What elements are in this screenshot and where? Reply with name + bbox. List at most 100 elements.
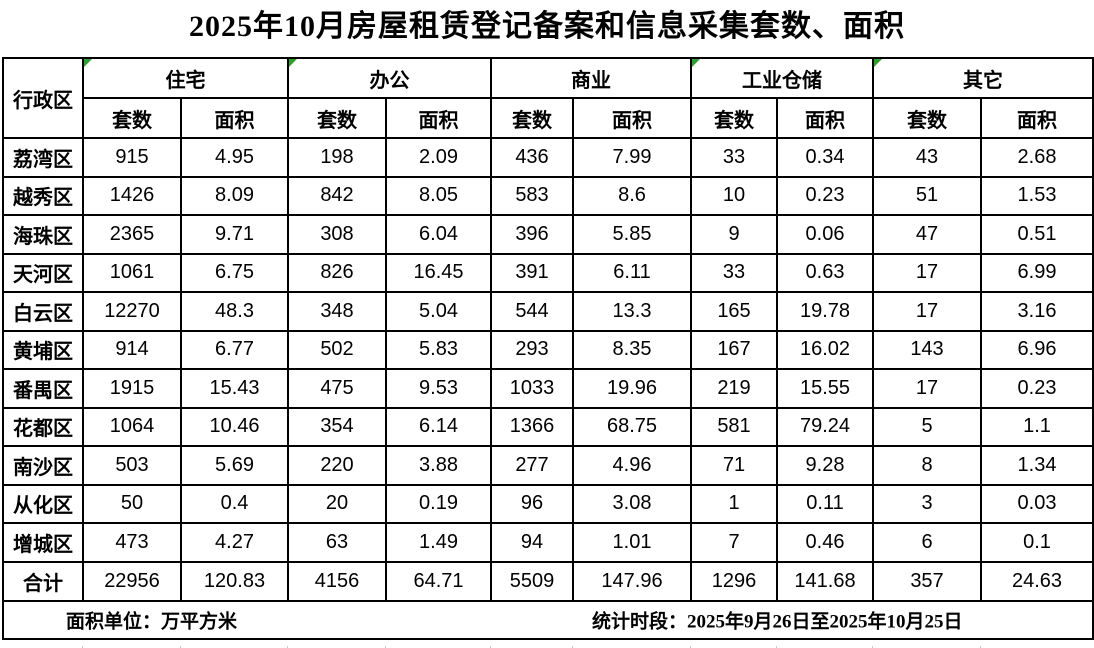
group-header-label: 商业: [571, 69, 611, 92]
cell-flag-icon: [290, 60, 297, 67]
data-cell: 0.46: [776, 522, 874, 563]
data-cell: 9.71: [180, 214, 289, 255]
data-cell: 167: [690, 329, 778, 370]
data-cell: 120.83: [180, 560, 289, 602]
data-cell: 0.34: [776, 137, 874, 178]
data-cell: 13.3: [572, 291, 692, 332]
data-cell: 7: [690, 522, 778, 563]
data-cell: 7.99: [572, 137, 692, 178]
cell-flag-icon: [875, 60, 882, 67]
group-header-office: 办公: [287, 57, 492, 99]
district-cell: 黄埔区: [2, 329, 84, 370]
data-cell: 220: [287, 445, 387, 486]
data-cell: 826: [287, 252, 387, 293]
data-cell: 6.04: [385, 214, 492, 255]
subheader-area: 面积: [180, 97, 289, 139]
district-cell: 天河区: [2, 252, 84, 293]
total-label-cell: 合计: [2, 560, 84, 602]
data-cell: 147.96: [572, 560, 692, 602]
data-cell: 15.55: [776, 368, 874, 409]
data-cell: 2.68: [980, 137, 1094, 178]
data-cell: 0.1: [980, 522, 1094, 563]
data-cell: 6.14: [385, 406, 492, 447]
data-cell: 15.43: [180, 368, 289, 409]
district-cell: 番禺区: [2, 368, 84, 409]
data-cell: 1366: [490, 406, 574, 447]
table-row: 天河区 1061 6.75 826 16.45 391 6.11 33 0.63 17 6.99: [2, 252, 1094, 293]
data-cell: 63: [287, 522, 387, 563]
group-header-industrial: 工业仓储: [690, 57, 874, 99]
data-cell: 64.71: [385, 560, 492, 602]
data-cell: 1061: [82, 252, 182, 293]
footer-notes-cell: 面积单位：万平方米 统计时段：2025年9月26日至2025年10月25日: [2, 599, 1094, 640]
table-row: 黄埔区 914 6.77 502 5.83 293 8.35 167 16.02 143 6.96: [2, 329, 1094, 370]
data-cell: 391: [490, 252, 574, 293]
data-cell: 9.28: [776, 445, 874, 486]
data-cell: 842: [287, 175, 387, 216]
data-cell: 5.69: [180, 445, 289, 486]
data-cell: 0.63: [776, 252, 874, 293]
district-cell: 增城区: [2, 522, 84, 563]
data-cell: 436: [490, 137, 574, 178]
data-cell: 71: [690, 445, 778, 486]
total-row: 合计 22956 120.83 4156 64.71 5509 147.96 1296 141.…: [2, 560, 1094, 602]
table-row: 白云区 12270 48.3 348 5.04 544 13.3 165 19.78 17 3.16: [2, 291, 1094, 332]
data-cell: 473: [82, 522, 182, 563]
data-cell: 9: [690, 214, 778, 255]
spreadsheet-page: 2025年10月房屋租赁登记备案和信息采集套数、面积 行政区 住宅 办公 商业 …: [0, 7, 1094, 648]
data-cell: 68.75: [572, 406, 692, 447]
table-row: 番禺区 1915 15.43 475 9.53 1033 19.96 219 15.55 17 0.…: [2, 368, 1094, 409]
data-cell: 8: [872, 445, 982, 486]
data-cell: 16.02: [776, 329, 874, 370]
data-cell: 1.34: [980, 445, 1094, 486]
data-cell: 914: [82, 329, 182, 370]
district-cell: 白云区: [2, 291, 84, 332]
data-cell: 10.46: [180, 406, 289, 447]
data-cell: 502: [287, 329, 387, 370]
data-cell: 47: [872, 214, 982, 255]
data-cell: 43: [872, 137, 982, 178]
data-cell: 219: [690, 368, 778, 409]
data-cell: 24.63: [980, 560, 1094, 602]
page-title: 2025年10月房屋租赁登记备案和信息采集套数、面积: [189, 10, 905, 43]
district-cell: 南沙区: [2, 445, 84, 486]
group-header-commercial: 商业: [490, 57, 692, 99]
stat-period-note: 统计时段：2025年9月26日至2025年10月25日: [592, 611, 963, 632]
data-cell: 308: [287, 214, 387, 255]
data-cell: 0.19: [385, 483, 492, 524]
group-header-label: 办公: [369, 69, 410, 92]
data-cell: 10: [690, 175, 778, 216]
data-cell: 0.03: [980, 483, 1094, 524]
group-header-label: 其它: [963, 69, 1003, 92]
data-cell: 354: [287, 406, 387, 447]
data-cell: 17: [872, 291, 982, 332]
table-row: 南沙区 503 5.69 220 3.88 277 4.96 71 9.28 8 1.34: [2, 445, 1094, 486]
data-cell: 583: [490, 175, 574, 216]
data-cell: 0.23: [776, 175, 874, 216]
data-cell: 4.95: [180, 137, 289, 178]
data-cell: 1.53: [980, 175, 1094, 216]
group-header-other: 其它: [872, 57, 1094, 99]
sub-header-row: 套数 面积 套数 面积 套数 面积 套数 面积 套数 面积: [3, 97, 1094, 139]
data-cell: 19.78: [776, 291, 874, 332]
data-cell: 5.85: [572, 214, 692, 255]
data-cell: 1064: [82, 406, 182, 447]
data-cell: 5.83: [385, 329, 492, 370]
data-cell: 0.11: [776, 483, 874, 524]
subheader-area: 面积: [980, 97, 1094, 139]
table-row: 越秀区 1426 8.09 842 8.05 583 8.6 10 0.23 51 1.53: [2, 175, 1094, 216]
data-cell: 6.99: [980, 252, 1094, 293]
corner-header-district: 行政区: [2, 57, 84, 139]
subheader-count: 套数: [690, 97, 778, 139]
district-cell: 花都区: [2, 406, 84, 447]
data-cell: 293: [490, 329, 574, 370]
cell-flag-icon: [693, 60, 700, 67]
data-cell: 6.77: [180, 329, 289, 370]
data-cell: 2.09: [385, 137, 492, 178]
data-cell: 33: [690, 252, 778, 293]
subheader-count: 套数: [287, 97, 387, 139]
data-cell: 51: [872, 175, 982, 216]
table-row: 增城区 473 4.27 63 1.49 94 1.01 7 0.46 6 0.1: [2, 522, 1094, 563]
rental-registration-table: 行政区 住宅 办公 商业 工业仓储 其它 套数 面积 套数 面积 套数 面积 套…: [2, 57, 1094, 640]
data-cell: 277: [490, 445, 574, 486]
